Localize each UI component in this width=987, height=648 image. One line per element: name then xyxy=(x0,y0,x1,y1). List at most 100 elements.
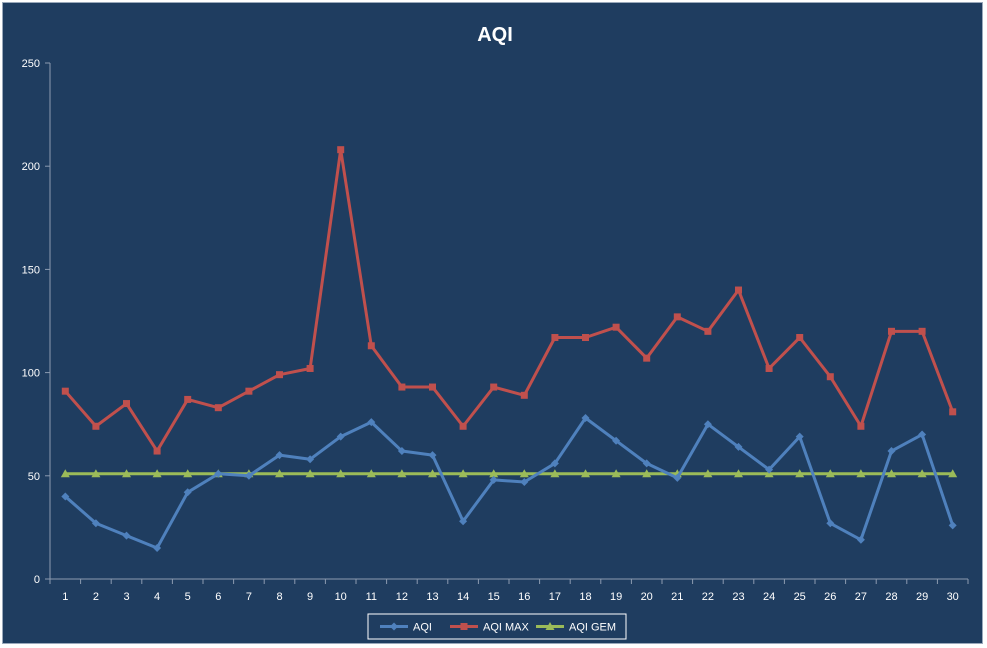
data-point-aqi-gem xyxy=(611,469,621,478)
y-tick-label: 200 xyxy=(22,161,40,173)
x-tick-label: 16 xyxy=(518,591,530,603)
x-tick-label: 23 xyxy=(732,591,744,603)
data-point-aqi-max xyxy=(582,334,589,342)
y-tick-label: 0 xyxy=(34,574,40,586)
data-point-aqi-max xyxy=(735,286,742,294)
x-tick-label: 8 xyxy=(276,591,282,603)
series-line-aqi xyxy=(64,416,955,550)
x-tick-label: 17 xyxy=(549,591,561,603)
data-point-aqi xyxy=(122,531,131,540)
data-point-aqi-max xyxy=(643,354,651,362)
data-point-aqi-max xyxy=(888,327,895,335)
y-tick-label: 150 xyxy=(22,264,40,276)
data-point-aqi-max xyxy=(918,327,926,335)
x-tick-label: 5 xyxy=(185,591,191,603)
data-point-aqi-gem xyxy=(428,469,437,478)
data-point-aqi-max xyxy=(765,364,773,372)
legend-marker-aqi-max xyxy=(460,623,468,630)
data-point-aqi-gem xyxy=(122,469,131,478)
legend-label-aqi-gem: AQI GEM xyxy=(569,622,616,634)
data-point-aqi xyxy=(918,430,927,439)
data-point-aqi xyxy=(642,459,651,468)
data-point-aqi-gem xyxy=(275,469,284,478)
data-point-aqi-max xyxy=(123,400,130,408)
x-tick-label: 1 xyxy=(62,591,68,603)
x-tick-label: 9 xyxy=(307,591,313,603)
data-point-aqi xyxy=(856,535,865,544)
data-point-aqi xyxy=(91,519,100,528)
data-point-aqi-gem xyxy=(917,469,927,478)
data-point-aqi xyxy=(550,459,559,468)
data-point-aqi-gem xyxy=(734,469,743,478)
x-tick-label: 27 xyxy=(855,591,867,603)
y-tick-label: 100 xyxy=(22,368,40,380)
legend-marker-aqi-gem xyxy=(545,622,555,630)
data-point-aqi xyxy=(459,517,468,526)
data-point-aqi xyxy=(397,447,406,456)
legend-marker-aqi xyxy=(390,622,398,631)
data-point-aqi-gem xyxy=(152,469,162,478)
x-tick-label: 19 xyxy=(610,591,622,603)
x-tick-label: 4 xyxy=(154,591,160,603)
data-point-aqi-gem xyxy=(183,469,193,478)
x-tick-label: 18 xyxy=(579,591,591,603)
data-point-aqi-gem xyxy=(581,469,590,478)
data-point-aqi xyxy=(306,455,315,464)
x-tick-label: 25 xyxy=(794,591,806,603)
series-line-aqi-max xyxy=(64,148,955,453)
data-point-aqi-gem xyxy=(458,469,468,478)
data-point-aqi xyxy=(765,465,774,474)
data-point-aqi-max xyxy=(61,387,69,395)
data-point-aqi xyxy=(612,436,621,445)
data-point-aqi xyxy=(703,420,712,429)
data-point-aqi-gem xyxy=(825,469,835,478)
data-point-aqi-gem xyxy=(642,469,652,478)
data-point-aqi xyxy=(581,414,590,423)
data-point-aqi-max xyxy=(337,146,345,154)
chart-title: AQI xyxy=(477,24,513,46)
data-point-aqi xyxy=(520,477,529,486)
data-point-aqi xyxy=(948,521,957,530)
data-point-aqi-gem xyxy=(91,469,101,478)
x-tick-label: 26 xyxy=(824,591,836,603)
data-point-aqi-max xyxy=(214,404,222,412)
data-point-aqi xyxy=(489,475,498,484)
data-point-aqi-max xyxy=(949,408,957,416)
x-tick-label: 14 xyxy=(457,591,469,603)
x-tick-label: 24 xyxy=(763,591,775,603)
data-point-aqi-max xyxy=(826,373,834,381)
x-tick-label: 6 xyxy=(215,591,221,603)
data-point-aqi xyxy=(734,442,743,451)
x-tick-label: 15 xyxy=(488,591,500,603)
data-point-aqi-gem xyxy=(305,469,315,478)
x-tick-label: 2 xyxy=(93,591,99,603)
data-point-aqi-max xyxy=(92,422,100,430)
data-point-aqi-max xyxy=(857,422,865,430)
legend-label-aqi: AQI xyxy=(413,622,432,634)
data-point-aqi-max xyxy=(276,371,283,379)
data-point-aqi-gem xyxy=(703,469,713,478)
data-point-aqi-max xyxy=(306,364,314,372)
x-tick-label: 20 xyxy=(641,591,653,603)
data-point-aqi xyxy=(183,488,192,497)
data-point-aqi xyxy=(61,492,70,501)
data-point-aqi xyxy=(367,418,376,427)
data-point-aqi-gem xyxy=(397,469,407,478)
data-point-aqi xyxy=(214,469,223,478)
data-point-aqi-max xyxy=(398,383,406,391)
x-tick-label: 7 xyxy=(246,591,252,603)
x-tick-label: 30 xyxy=(947,591,959,603)
data-point-aqi-max xyxy=(367,342,375,350)
x-tick-label: 29 xyxy=(916,591,928,603)
data-point-aqi-max xyxy=(429,383,436,391)
data-point-aqi-max xyxy=(551,334,559,342)
y-tick-label: 50 xyxy=(28,471,40,483)
legend-box xyxy=(367,613,627,640)
data-point-aqi-max xyxy=(796,334,804,342)
data-point-aqi-max xyxy=(153,447,161,455)
data-point-aqi-max xyxy=(612,323,620,331)
data-point-aqi xyxy=(887,447,896,456)
data-point-aqi-max xyxy=(184,395,192,403)
data-point-aqi-gem xyxy=(795,469,805,478)
